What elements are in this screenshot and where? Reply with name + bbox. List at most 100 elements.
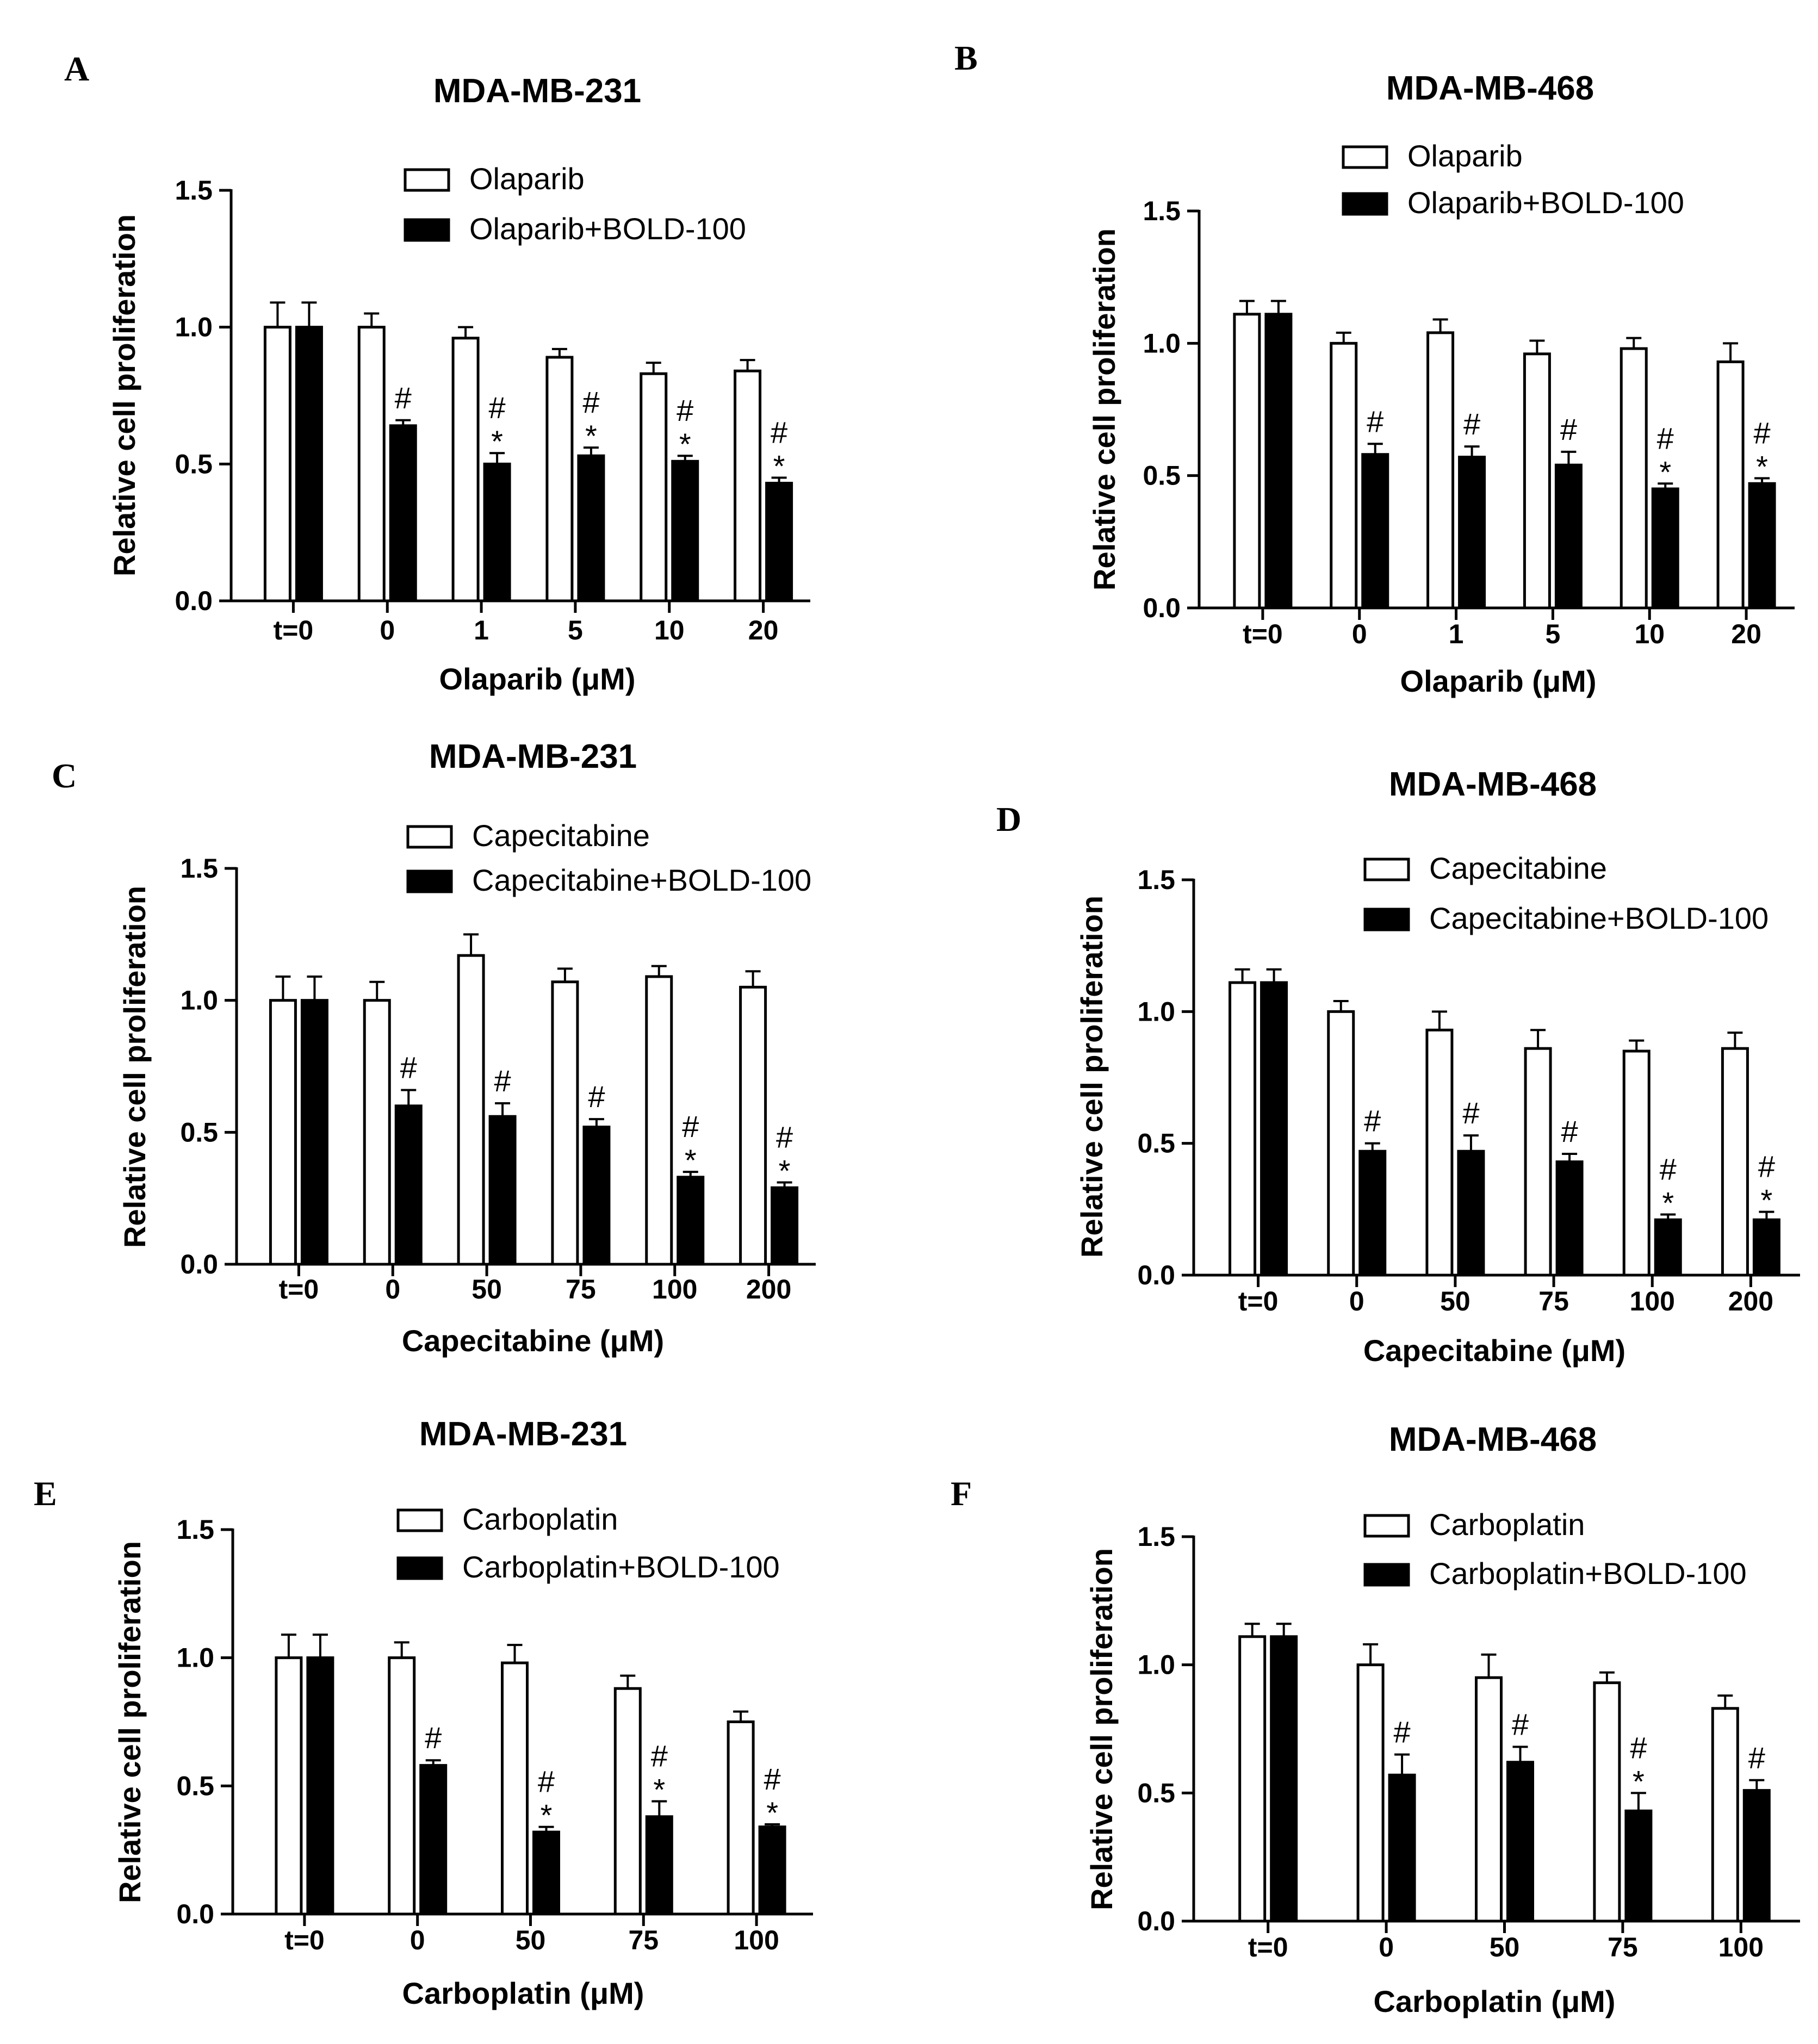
axes: 0.0 0.5 1.0 1.5 t=0 0 50 75 100 200: [180, 853, 816, 1304]
bar-drug-plus-bold100: [488, 1115, 517, 1266]
axes: 0.0 0.5 1.0 1.5 t=0 0 50 75 100: [1137, 1521, 1800, 1962]
bar-drug-plus-bold100: [677, 1176, 705, 1266]
y-tick-label: 0.5: [1137, 1778, 1175, 1808]
y-tick-label: 1.5: [175, 175, 213, 206]
star-significance-marker: *: [773, 449, 785, 483]
x-tick-label: t=0: [274, 615, 314, 645]
x-tick-label: 5: [1546, 619, 1561, 649]
bar-drug-plus-bold100: [771, 1186, 799, 1266]
bar-drug-alone: [275, 1656, 303, 1916]
legend-swatch: [1363, 1563, 1410, 1587]
legend: Capecitabine Capecitabine+BOLD-100: [406, 818, 811, 897]
legend-label: Carboplatin: [1429, 1507, 1585, 1542]
y-tick-label: 0.0: [180, 1249, 218, 1279]
bar-drug-alone: [1716, 360, 1745, 610]
hash-significance-marker: #: [400, 1051, 417, 1085]
x-tick-label: t=0: [1238, 1286, 1279, 1316]
star-significance-marker: *: [491, 424, 503, 458]
bar-drug-alone: [263, 326, 291, 602]
bar-drug-plus-bold100: [671, 459, 699, 602]
bar-drug-alone: [1425, 1028, 1454, 1277]
legend-label: Capecitabine+BOLD-100: [1429, 901, 1769, 935]
y-tick-label: 0.5: [176, 1770, 214, 1801]
bar-drug-alone: [388, 1656, 416, 1916]
x-axis-label: Olaparib (μM): [1400, 664, 1597, 698]
bar-drug-plus-bold100: [645, 1815, 673, 1916]
legend-label: Olaparib+BOLD-100: [1407, 185, 1684, 220]
star-significance-marker: *: [1662, 1186, 1674, 1220]
x-tick-label: 100: [1718, 1932, 1764, 1962]
hash-significance-marker: #: [1754, 416, 1771, 450]
bars: # ##*#: [1238, 1623, 1771, 1923]
bar-drug-alone: [1356, 1663, 1385, 1923]
x-tick-label: 5: [568, 615, 583, 645]
axes: 0.0 0.5 1.0 1.5 t=0 0 1 5 10 20: [1143, 196, 1795, 649]
panel-letter: D: [996, 800, 1021, 838]
bars: ####*#*: [1233, 300, 1776, 610]
star-significance-marker: *: [1659, 455, 1671, 489]
hash-significance-marker: #: [582, 385, 599, 419]
bar-drug-alone: [1593, 1681, 1621, 1923]
y-tick-label: 1.0: [1137, 1650, 1175, 1680]
legend-label: Capecitabine+BOLD-100: [472, 863, 811, 897]
hash-significance-marker: #: [1660, 1152, 1677, 1186]
bar-drug-alone: [451, 337, 480, 602]
chart-panel-E: E MDA-MB-231 0.0 0.5 1.0 1.5 t=0 0 50 75 100 Relati…: [34, 1415, 813, 2010]
bars: # #*#*#* #*: [263, 301, 793, 602]
bar-drug-alone: [734, 369, 762, 602]
chart-title: MDA-MB-468: [1389, 766, 1597, 803]
x-tick-label: t=0: [1248, 1932, 1288, 1962]
x-tick-label: 200: [1728, 1286, 1773, 1316]
x-tick-label: 20: [1731, 619, 1761, 649]
star-significance-marker: *: [541, 1798, 553, 1832]
hash-significance-marker: #: [764, 1762, 781, 1796]
x-tick-label: 20: [748, 615, 779, 645]
x-tick-label: 100: [1630, 1286, 1675, 1316]
bar-drug-plus-bold100: [1358, 1150, 1387, 1277]
y-tick-label: 0.0: [1143, 593, 1181, 623]
bar-drug-plus-bold100: [295, 326, 323, 602]
legend: Carboplatin Carboplatin+BOLD-100: [396, 1502, 780, 1584]
legend-swatch: [406, 869, 453, 893]
hash-significance-marker: #: [677, 393, 693, 427]
star-significance-marker: *: [685, 1143, 697, 1177]
legend: Olaparib Olaparib+BOLD-100: [404, 161, 746, 246]
bar-drug-alone: [739, 985, 767, 1266]
panel-letter: A: [64, 49, 89, 88]
bar-drug-alone: [1721, 1047, 1749, 1277]
bar-drug-plus-bold100: [1361, 453, 1389, 610]
x-axis-label: Carboplatin (μM): [1374, 1984, 1616, 2018]
chart-panel-C: C MDA-MB-231 0.0 0.5 1.0 1.5 t=0 0 50 75 100 200 Rel…: [52, 738, 816, 1358]
y-tick-label: 1.5: [180, 853, 218, 884]
panel-letter: E: [34, 1474, 57, 1513]
bar-drug-plus-bold100: [306, 1656, 334, 1916]
x-tick-label: 75: [1538, 1286, 1569, 1316]
bar-drug-alone: [1228, 981, 1257, 1277]
legend-label: Carboplatin: [462, 1502, 618, 1536]
x-tick-label: 0: [410, 1925, 425, 1955]
x-tick-label: 100: [734, 1925, 779, 1955]
y-tick-label: 0.0: [176, 1899, 214, 1929]
y-axis-label: Relative cell proliferation: [1075, 896, 1109, 1258]
hash-significance-marker: #: [771, 415, 787, 450]
x-tick-label: 1: [474, 615, 489, 645]
axes: 0.0 0.5 1.0 1.5 t=0 0 50 75 100 200: [1137, 865, 1800, 1316]
bar-drug-plus-bold100: [1264, 313, 1293, 610]
bar-drug-plus-bold100: [394, 1104, 423, 1266]
bar-drug-alone: [613, 1687, 642, 1916]
chart-title: MDA-MB-468: [1386, 70, 1594, 107]
star-significance-marker: *: [1761, 1183, 1773, 1217]
star-significance-marker: *: [779, 1154, 791, 1188]
bar-drug-alone: [1327, 1010, 1355, 1277]
y-tick-label: 1.0: [175, 312, 213, 343]
legend-swatch: [1342, 192, 1388, 216]
chart-panel-D: D MDA-MB-468 0.0 0.5 1.0 1.5 t=0 0 50 75 100 200 Rel…: [996, 766, 1800, 1368]
hash-significance-marker: #: [1512, 1707, 1529, 1741]
bars: ####*#*: [269, 933, 799, 1266]
bar-drug-alone: [645, 975, 673, 1266]
bars: ####*#*: [1228, 968, 1780, 1277]
legend-label: Carboplatin+BOLD-100: [1429, 1556, 1747, 1591]
hash-significance-marker: #: [682, 1109, 699, 1144]
chart-panel-F: F MDA-MB-468 0.0 0.5 1.0 1.5 t=0 0 50 75 100 Relati…: [951, 1421, 1800, 2018]
chart-title: MDA-MB-468: [1389, 1421, 1597, 1458]
